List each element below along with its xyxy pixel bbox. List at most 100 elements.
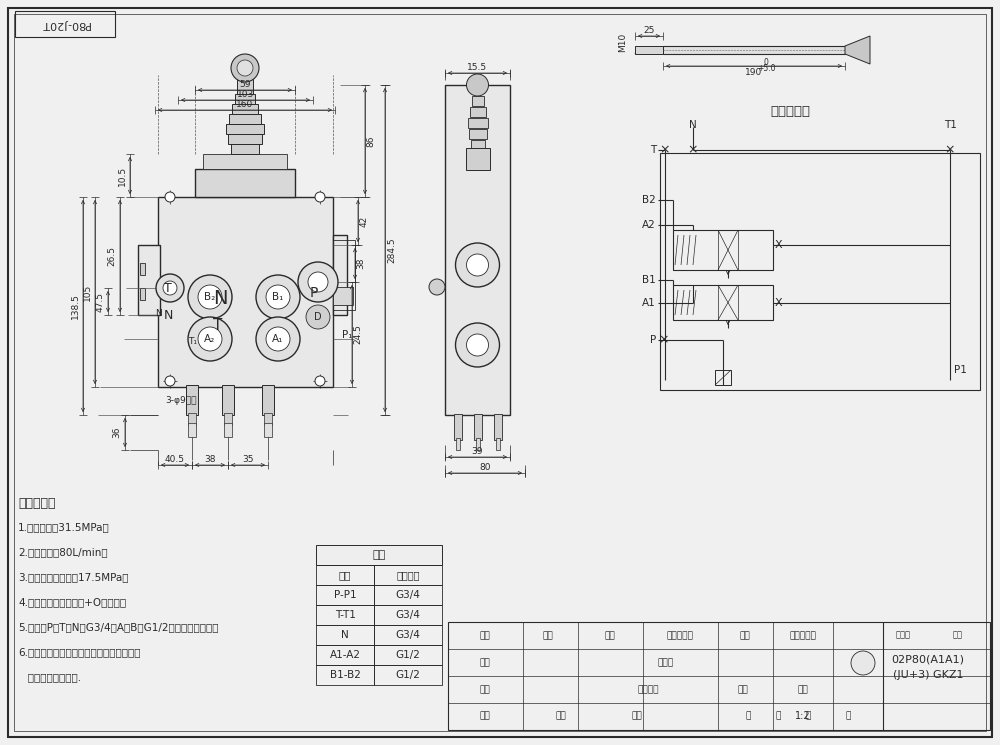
Bar [158, 197, 333, 387]
Text: 86: 86 [367, 136, 376, 147]
Circle shape [163, 281, 177, 295]
Text: 原本号: 原本号 [896, 630, 910, 639]
Text: 138.5: 138.5 [71, 293, 80, 319]
Text: 处数: 处数 [543, 632, 553, 641]
Text: 47.5: 47.5 [96, 291, 105, 311]
Text: 25: 25 [643, 25, 655, 34]
Text: 105: 105 [83, 283, 92, 301]
Bar [374, 645, 442, 665]
Text: 103: 103 [237, 89, 254, 98]
Circle shape [256, 275, 300, 319]
Bar [333, 235, 347, 315]
Text: T-T1: T-T1 [335, 610, 355, 620]
Text: 38: 38 [357, 258, 366, 269]
Text: 24.5: 24.5 [354, 325, 363, 344]
Text: P₁: P₁ [342, 330, 352, 340]
Bar [635, 46, 663, 54]
Bar [374, 585, 442, 605]
Bar [264, 413, 272, 425]
Text: B2: B2 [642, 195, 656, 205]
Text: 26.5: 26.5 [108, 246, 117, 266]
Bar [232, 104, 258, 114]
Text: 15.5: 15.5 [467, 63, 488, 72]
Text: 接口: 接口 [339, 570, 351, 580]
Text: G1/2: G1/2 [396, 670, 420, 680]
Text: 年、月、日: 年、月、日 [790, 632, 816, 641]
Bar [456, 438, 460, 450]
Text: A₂: A₂ [204, 334, 216, 344]
Text: (JU+3) GKZ1: (JU+3) GKZ1 [893, 670, 963, 680]
Text: 阀体: 阀体 [372, 550, 386, 560]
Text: 标准化: 标准化 [658, 659, 674, 668]
Bar [316, 605, 374, 625]
Text: X: X [774, 297, 782, 308]
Text: T1: T1 [944, 120, 956, 130]
Text: 标记: 标记 [480, 632, 490, 641]
Circle shape [466, 334, 489, 356]
Text: ×: × [945, 144, 955, 156]
Bar [474, 414, 482, 440]
Bar [140, 288, 145, 300]
Bar [718, 285, 738, 320]
Circle shape [156, 274, 184, 302]
Text: 6.阀体表面磷化处理，安全阀及零堡镀锶，: 6.阀体表面磷化处理，安全阀及零堡镀锶， [18, 647, 141, 657]
Text: ×: × [660, 144, 670, 156]
Circle shape [456, 323, 500, 367]
Bar [237, 76, 253, 94]
Bar [663, 46, 845, 54]
Text: 工艺: 工艺 [556, 711, 566, 720]
Bar [469, 129, 487, 139]
Text: 4.控制方式：弹簧复拉+O型阀杆；: 4.控制方式：弹簧复拉+O型阀杆； [18, 597, 126, 607]
Circle shape [456, 243, 500, 287]
Bar [262, 385, 274, 415]
Text: 10.5: 10.5 [118, 165, 127, 186]
Bar [316, 625, 374, 645]
Bar [374, 565, 442, 585]
Bar [316, 545, 442, 565]
Text: 审核: 审核 [480, 711, 490, 720]
Text: B1: B1 [642, 275, 656, 285]
Bar [660, 153, 980, 390]
Text: 类型: 类型 [953, 630, 963, 639]
Bar [718, 230, 738, 270]
Bar [229, 114, 261, 124]
Circle shape [198, 327, 222, 351]
Text: D: D [314, 312, 322, 322]
Bar [316, 665, 374, 685]
Text: B1-B2: B1-B2 [330, 670, 360, 680]
Text: T: T [650, 145, 656, 155]
Text: 3-φ9通孔: 3-φ9通孔 [165, 396, 197, 405]
Bar [231, 144, 259, 154]
Text: G1/2: G1/2 [396, 650, 420, 660]
Bar [15, 11, 115, 37]
Text: 更改文件号: 更改文件号 [667, 632, 693, 641]
Circle shape [188, 275, 232, 319]
Text: P-P1: P-P1 [334, 590, 356, 600]
Circle shape [315, 376, 325, 386]
Bar [235, 94, 255, 104]
Bar [468, 118, 488, 128]
Text: A₁: A₁ [272, 334, 284, 344]
Text: 1:2: 1:2 [795, 711, 811, 721]
Bar [224, 413, 232, 425]
Text: T₁: T₁ [189, 337, 198, 346]
Text: 张: 张 [775, 711, 781, 720]
Circle shape [256, 317, 300, 361]
Bar [224, 423, 232, 437]
Text: ×: × [688, 144, 698, 156]
Bar [188, 413, 196, 425]
Bar [186, 385, 198, 415]
Text: 38: 38 [204, 454, 216, 463]
Text: 59: 59 [239, 80, 251, 89]
Text: 2.公称流量：80L/min；: 2.公称流量：80L/min； [18, 547, 108, 557]
Text: N: N [155, 308, 161, 317]
Bar [188, 423, 196, 437]
Text: T: T [164, 282, 172, 294]
Text: A1: A1 [642, 298, 656, 308]
Circle shape [308, 272, 328, 292]
Circle shape [188, 317, 232, 361]
Bar [448, 622, 990, 730]
Bar [494, 414, 502, 440]
Text: 比例: 比例 [798, 685, 808, 694]
Text: 校对: 校对 [480, 685, 490, 694]
